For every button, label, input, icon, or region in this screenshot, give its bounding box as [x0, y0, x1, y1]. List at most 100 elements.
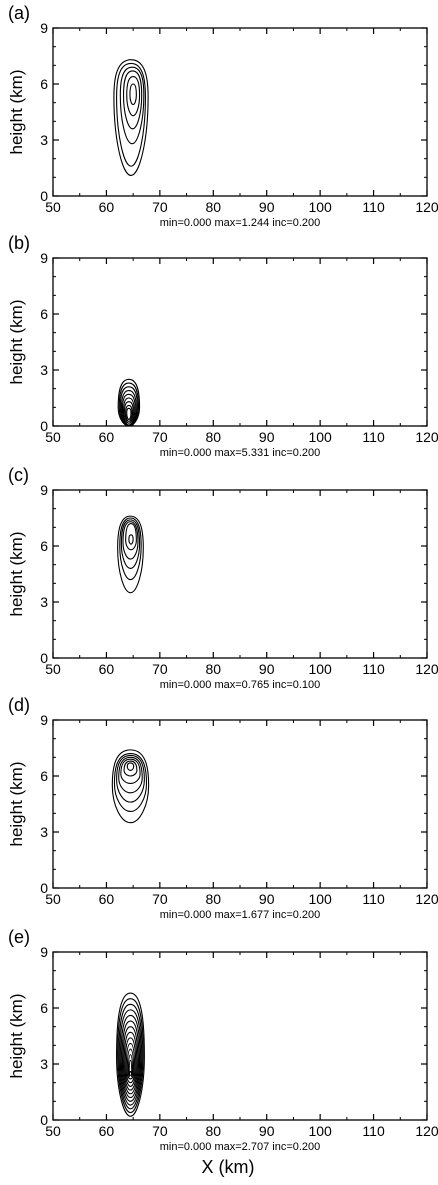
x-tick-label: 120	[415, 1123, 438, 1139]
contour-info-annotation: min=0.000 max=1.244 inc=0.200	[160, 217, 321, 229]
contour-line	[128, 1059, 133, 1078]
contour-line	[123, 1031, 138, 1091]
panel-label: (d)	[8, 695, 30, 715]
x-tick-label: 70	[152, 891, 168, 907]
y-axis-label: height (km)	[7, 761, 26, 846]
panel-label: (a)	[8, 3, 30, 23]
contour-info-annotation: min=0.000 max=1.677 inc=0.200	[160, 909, 321, 921]
contour-line	[122, 70, 143, 130]
x-tick-label: 60	[99, 661, 115, 677]
contour-group	[116, 992, 145, 1117]
contour-line	[116, 62, 146, 167]
contour-line	[111, 749, 150, 824]
panel-label: (e)	[8, 927, 30, 947]
plot-frame	[52, 257, 428, 427]
x-tick-label: 120	[415, 199, 438, 215]
contour-group	[111, 749, 150, 824]
x-tick-label: 90	[259, 891, 275, 907]
contour-line	[124, 1037, 137, 1087]
panel-a: (a) 50 60 70 80 90 100 110 120 0 3 6 9 height (km) min…	[7, 3, 438, 229]
y-tick-label: 3	[40, 824, 48, 840]
x-tick-label: 100	[308, 891, 332, 907]
x-tick-label: 120	[415, 661, 438, 677]
y-tick-label: 6	[40, 768, 48, 784]
x-tick-label: 110	[362, 1123, 385, 1139]
x-axis-label: X (km)	[202, 1157, 255, 1177]
y-tick-label: 6	[40, 538, 48, 554]
y-axis-label: height (km)	[7, 993, 26, 1078]
contour-line	[128, 534, 134, 545]
contour-line	[119, 66, 145, 145]
panel-label: (b)	[8, 233, 30, 253]
y-tick-label: 3	[40, 362, 48, 378]
contour-info-annotation: min=0.000 max=0.765 inc=0.100	[160, 679, 321, 691]
contour-line	[119, 517, 142, 581]
panel-b: (b) 50 60 70 80 90 100 110 120 0 3 6 9 height (km) min…	[7, 233, 438, 459]
contour-line	[127, 1054, 134, 1076]
y-tick-label: 0	[40, 650, 48, 666]
x-tick-label: 100	[308, 661, 332, 677]
contour-line	[118, 756, 143, 794]
contour-line	[113, 753, 148, 813]
contour-line	[119, 1009, 142, 1106]
y-tick-label: 6	[40, 76, 48, 92]
contour-line	[120, 519, 141, 569]
x-tick-label: 110	[362, 199, 385, 215]
contour-line	[120, 758, 141, 785]
contour-line	[126, 1048, 135, 1080]
contour-line	[116, 992, 145, 1117]
contour-line	[122, 397, 135, 426]
panel-d: (d) 50 60 70 80 90 100 110 120 0 3 6 9 height (km) min…	[7, 695, 438, 921]
y-tick-label: 3	[40, 132, 48, 148]
contour-info-annotation: min=0.000 max=5.331 inc=0.200	[160, 447, 321, 459]
y-tick-label: 6	[40, 1000, 48, 1016]
x-tick-label: 70	[152, 429, 168, 445]
y-tick-label: 3	[40, 594, 48, 610]
x-tick-label: 70	[152, 661, 168, 677]
panel-e: (e) 50 60 70 80 90 100 110 120 0 3 6 9 height (km) min…	[7, 927, 438, 1177]
contour-line	[120, 389, 137, 426]
contour-line	[117, 515, 144, 594]
contour-line	[116, 754, 145, 803]
y-axis-label: height (km)	[7, 299, 26, 384]
x-tick-label: 60	[99, 429, 115, 445]
x-tick-label: 50	[45, 891, 61, 907]
y-tick-label: 3	[40, 1056, 48, 1072]
contour-line	[122, 521, 139, 560]
x-tick-label: 80	[205, 429, 221, 445]
x-tick-label: 100	[308, 429, 332, 445]
contour-line	[126, 75, 141, 117]
contour-line	[129, 83, 137, 106]
contour-line	[113, 59, 149, 177]
x-tick-label: 90	[259, 661, 275, 677]
x-tick-label: 50	[45, 661, 61, 677]
x-tick-label: 100	[308, 1123, 332, 1139]
x-tick-label: 110	[362, 661, 385, 677]
x-tick-label: 90	[259, 429, 275, 445]
contour-line	[125, 404, 133, 422]
y-tick-label: 9	[40, 20, 48, 36]
x-tick-label: 80	[205, 1123, 221, 1139]
y-tick-label: 0	[40, 880, 48, 896]
plot-frame	[52, 951, 428, 1121]
contour-line	[117, 998, 144, 1114]
plot-frame	[52, 719, 428, 889]
y-tick-label: 9	[40, 482, 48, 498]
contour-line	[126, 762, 135, 771]
x-tick-label: 70	[152, 199, 168, 215]
x-tick-label: 50	[45, 199, 61, 215]
contour-line	[126, 407, 132, 421]
contour-info-annotation: min=0.000 max=2.707 inc=0.200	[160, 1141, 321, 1153]
contour-line	[122, 1026, 139, 1095]
x-tick-label: 80	[205, 199, 221, 215]
x-tick-label: 110	[362, 891, 385, 907]
y-axis-label: height (km)	[7, 69, 26, 154]
y-tick-label: 0	[40, 188, 48, 204]
x-tick-label: 50	[45, 429, 61, 445]
y-tick-label: 9	[40, 944, 48, 960]
y-axis-label: height (km)	[7, 531, 26, 616]
contour-line	[125, 1042, 136, 1084]
contour-line	[120, 1014, 141, 1102]
x-tick-label: 120	[415, 429, 438, 445]
